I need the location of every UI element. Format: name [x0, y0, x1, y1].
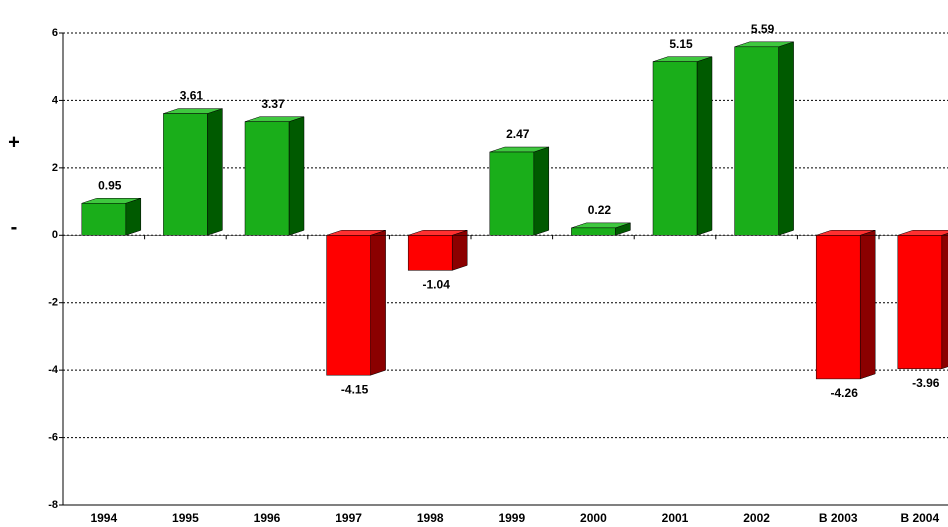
y-tick-label: 6 — [52, 27, 58, 39]
data-label: 3.37 — [261, 97, 285, 111]
bar — [407, 235, 453, 271]
bar-side — [859, 229, 876, 380]
bar-side — [696, 56, 713, 236]
bar — [163, 113, 208, 236]
bar-side — [370, 229, 386, 376]
data-label: -4.15 — [341, 382, 369, 396]
bar — [897, 235, 943, 370]
y-tick-label: 2 — [52, 162, 58, 174]
y-tick-label: -4 — [48, 364, 59, 376]
data-label: 5.59 — [751, 22, 775, 36]
x-tick-label: 2001 — [662, 511, 689, 525]
y-tick-label: 0 — [52, 229, 58, 241]
x-tick-label: 1994 — [90, 511, 117, 525]
y-tick-label: -2 — [48, 297, 58, 309]
data-label: -1.04 — [423, 278, 451, 292]
bar-side — [207, 108, 223, 236]
bar — [815, 235, 861, 380]
bar-side — [941, 232, 948, 370]
bar — [81, 203, 127, 236]
bar — [571, 227, 616, 236]
bar — [734, 46, 779, 236]
bar-side — [288, 116, 305, 236]
bar-side — [125, 197, 142, 236]
bar — [652, 61, 698, 236]
negative-sign: - — [11, 216, 18, 238]
x-tick-label: 1999 — [498, 511, 525, 525]
bar-side — [778, 41, 794, 236]
x-tick-label: B 2004 — [900, 511, 939, 525]
x-tick-label: 2002 — [743, 511, 770, 525]
data-label: -4.26 — [831, 386, 859, 400]
bar-top — [897, 230, 948, 236]
bar — [244, 121, 290, 236]
bar — [326, 235, 371, 376]
x-tick-label: B 2003 — [819, 511, 858, 525]
y-tick-label: -8 — [48, 499, 58, 511]
x-tick-label: 1997 — [335, 511, 362, 525]
data-label: 3.61 — [180, 89, 204, 103]
data-label: -3.96 — [912, 376, 940, 390]
x-tick-label: 2000 — [580, 511, 607, 525]
x-tick-label: 1996 — [254, 511, 281, 525]
data-label: 0.95 — [98, 178, 122, 192]
positive-sign: + — [8, 131, 20, 153]
data-label: 2.47 — [506, 127, 530, 141]
data-label: 0.22 — [588, 203, 612, 217]
bar — [489, 151, 535, 236]
y-tick-label: 4 — [52, 94, 59, 106]
bar-side — [533, 146, 550, 236]
y-tick-label: -6 — [48, 431, 58, 443]
data-label: 5.15 — [669, 37, 693, 51]
x-tick-label: 1998 — [417, 511, 444, 525]
bar-side — [451, 229, 468, 271]
x-tick-label: 1995 — [172, 511, 199, 525]
